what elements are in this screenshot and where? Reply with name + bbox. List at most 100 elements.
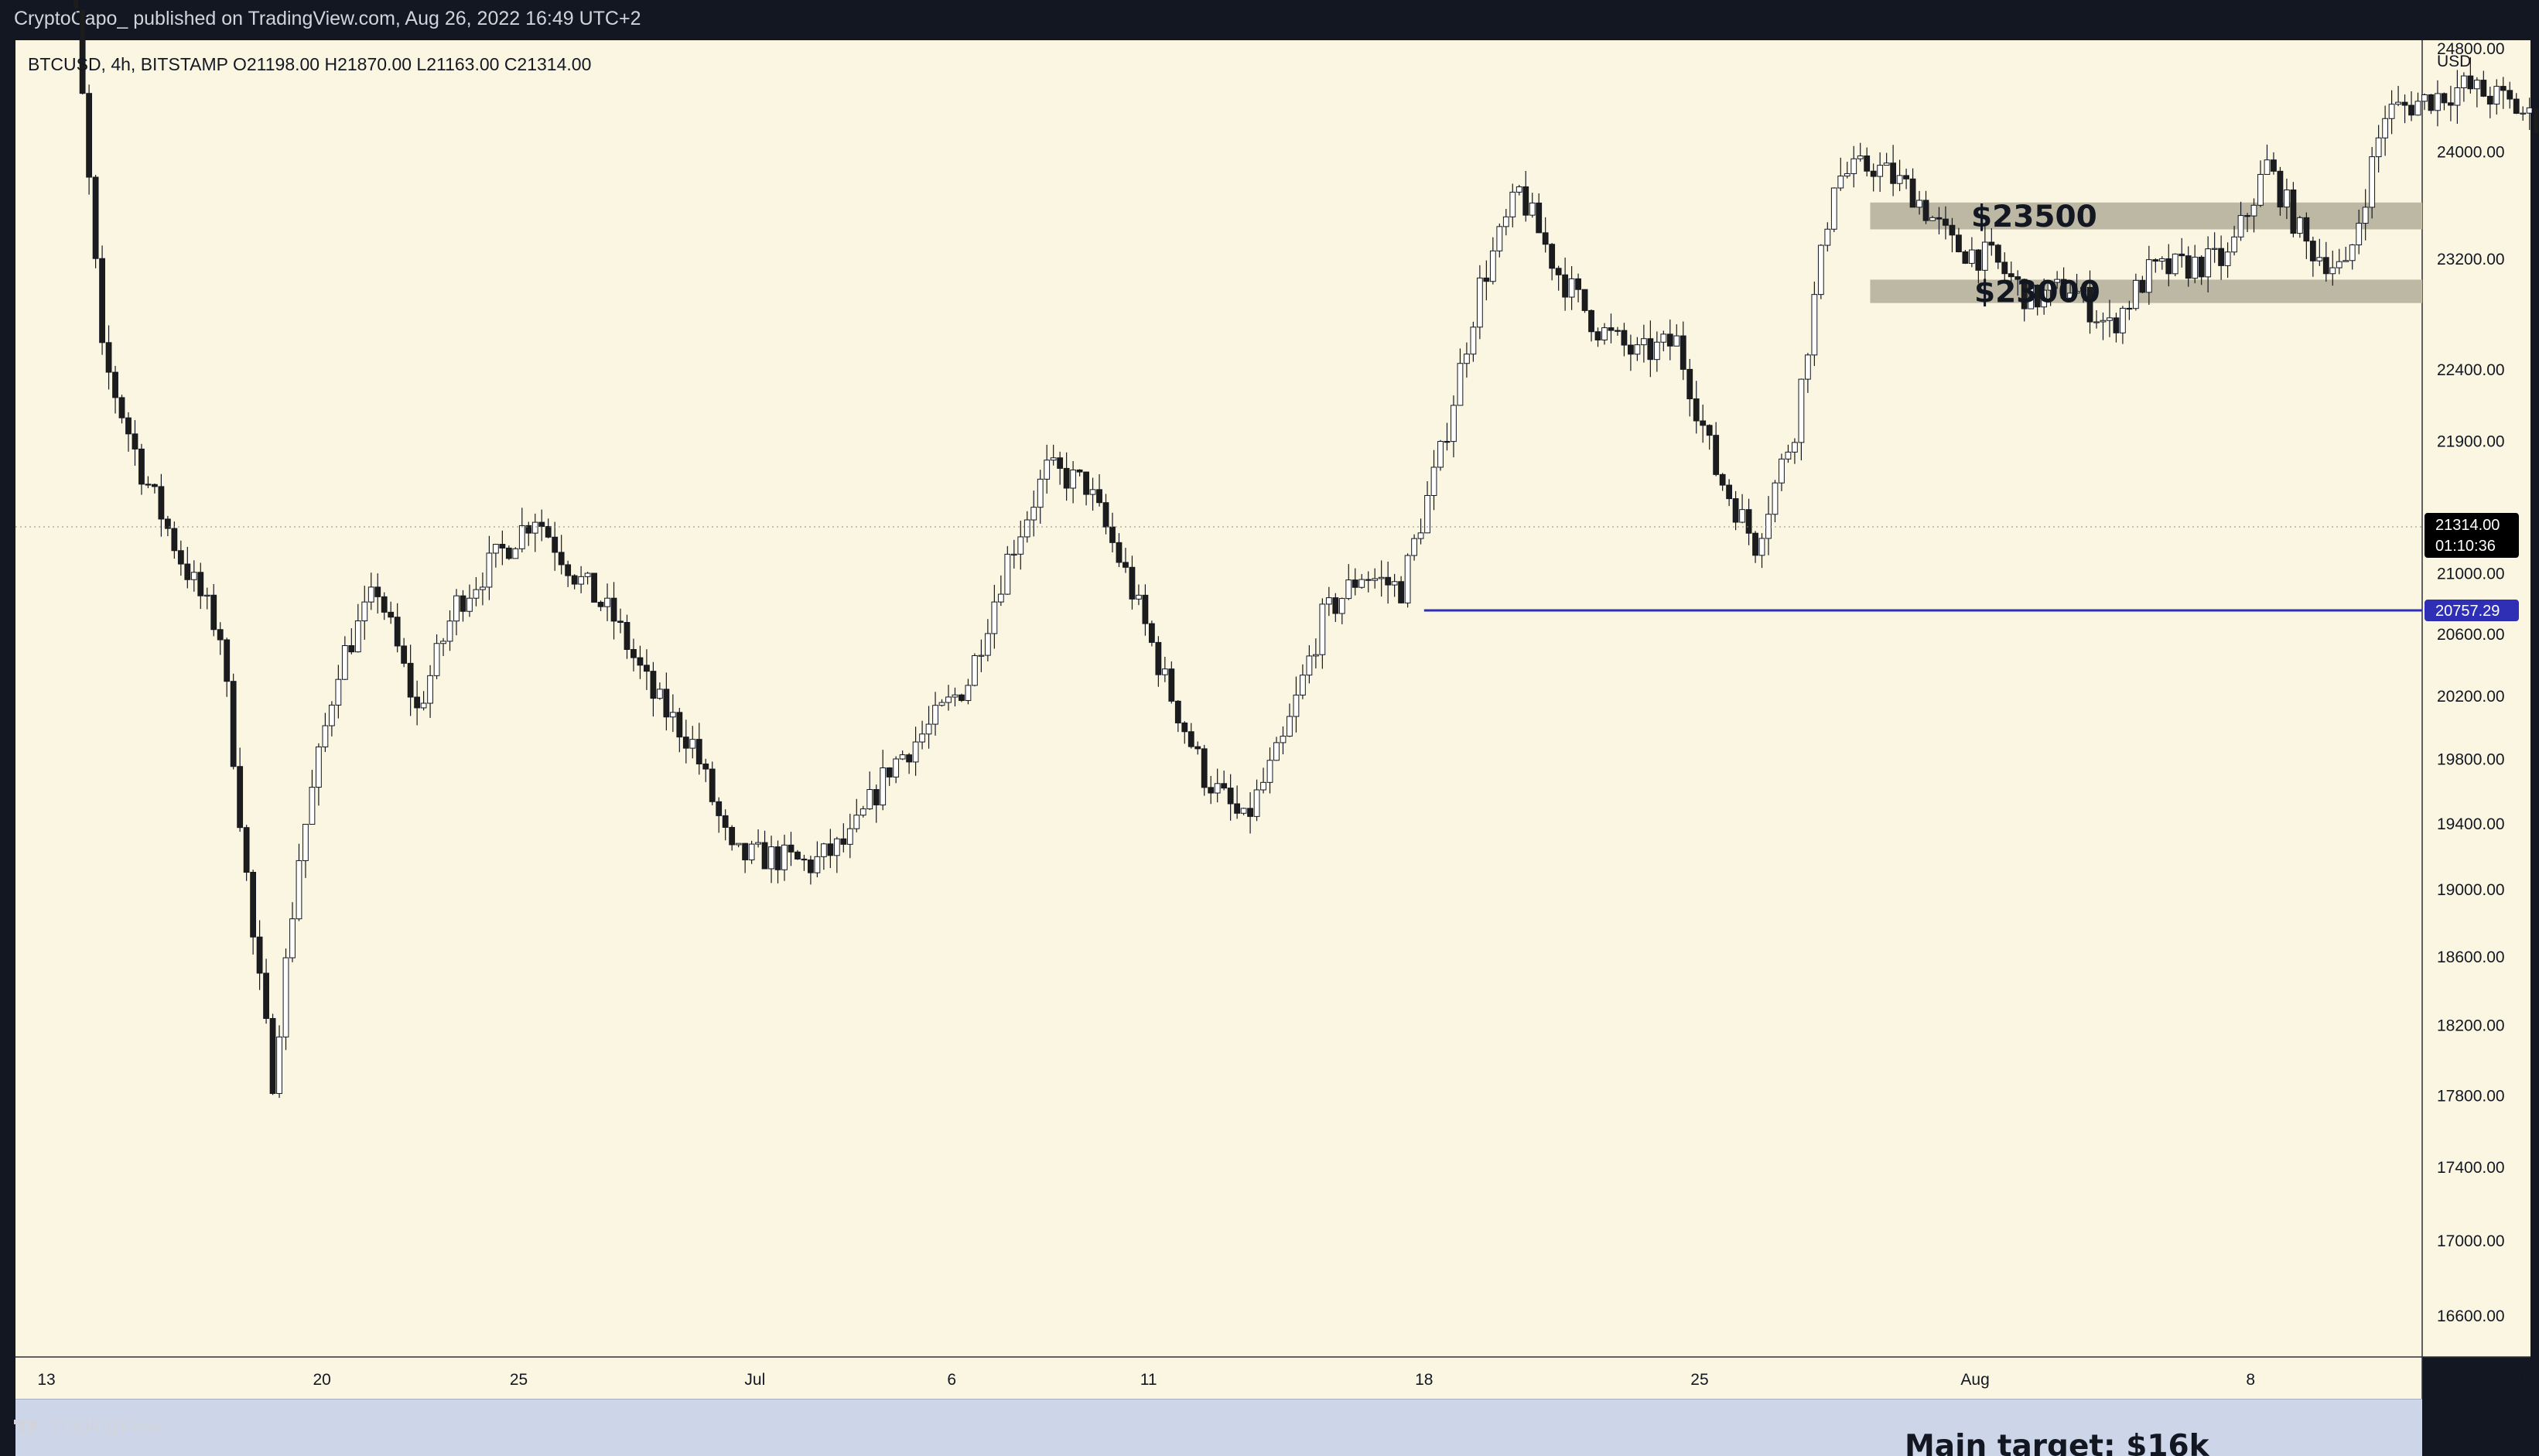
candle-body[interactable] [2533,107,2539,134]
candle-body[interactable] [1424,494,1430,534]
candle-body[interactable] [1916,200,1922,208]
candle-body[interactable] [2218,248,2225,266]
candle-body[interactable] [630,649,637,658]
candle-body[interactable] [1247,808,1253,817]
candle-body[interactable] [1476,277,1483,328]
candle-body[interactable] [381,596,388,613]
candle-body[interactable] [2493,86,2500,105]
candle-body[interactable] [853,815,860,829]
candle-body[interactable] [1240,808,1247,814]
candle-body[interactable] [1877,165,1884,177]
candle-body[interactable] [1956,234,1962,253]
candle-body[interactable] [2408,104,2414,116]
candle-body[interactable] [1890,162,1897,184]
candle-body[interactable] [1123,562,1129,568]
candle-body[interactable] [125,417,132,435]
candle-body[interactable] [1883,162,1890,166]
candle-body[interactable] [1666,333,1673,347]
candle-body[interactable] [1824,228,1831,246]
candle-body[interactable] [1811,294,1818,356]
candle-body[interactable] [1352,579,1358,588]
candle-body[interactable] [2198,256,2205,278]
candle-body[interactable] [1083,471,1089,495]
candle-body[interactable] [164,518,171,529]
candle-body[interactable] [1943,218,1949,226]
candle-body[interactable] [1411,538,1417,556]
candle-body[interactable] [1338,598,1345,614]
candle-body[interactable] [184,563,191,580]
candle-body[interactable] [571,575,578,585]
candle-body[interactable] [669,712,676,718]
candle-body[interactable] [177,550,184,565]
candle-body[interactable] [486,552,493,588]
candle-body[interactable] [2388,104,2395,119]
candle-body[interactable] [1457,363,1464,406]
candle-body[interactable] [952,694,959,698]
candle-body[interactable] [427,675,433,704]
candle-body[interactable] [2073,291,2080,294]
candle-body[interactable] [2362,207,2369,224]
candle-body[interactable] [761,842,768,870]
candle-body[interactable] [2448,102,2454,106]
candle-body[interactable] [2460,75,2467,88]
candle-body[interactable] [1739,509,1745,523]
candle-body[interactable] [1345,579,1352,600]
candle-body[interactable] [1004,553,1011,595]
candle-body[interactable] [735,842,742,846]
candle-body[interactable] [1273,742,1280,761]
candle-body[interactable] [1293,694,1300,717]
candle-body[interactable] [742,842,749,860]
candle-body[interactable] [1398,581,1405,603]
candle-body[interactable] [1227,788,1234,805]
candle-body[interactable] [1549,244,1556,269]
candle-body[interactable] [604,597,610,607]
candle-body[interactable] [237,766,244,829]
candle-body[interactable] [1044,460,1051,480]
candle-body[interactable] [729,826,736,846]
candle-body[interactable] [1260,781,1266,791]
candle-body[interactable] [2336,261,2343,268]
candle-body[interactable] [1653,341,1660,361]
candle-body[interactable] [1194,746,1201,750]
candle-body[interactable] [2093,321,2100,323]
time-axis[interactable] [15,1357,2422,1399]
last-price-tag[interactable] [2425,513,2519,559]
candle-body[interactable] [354,620,361,653]
candle-body[interactable] [2158,258,2165,262]
candle-body[interactable] [2107,317,2113,321]
candle-body[interactable] [1522,186,1529,216]
candle-body[interactable] [99,258,105,343]
candle-body[interactable] [217,629,224,641]
candle-body[interactable] [1417,532,1424,539]
candle-body[interactable] [1358,579,1365,588]
candle-body[interactable] [1830,187,1837,230]
candle-body[interactable] [2172,253,2178,275]
candle-body[interactable] [1529,202,1536,216]
candle-body[interactable] [637,657,644,666]
candle-body[interactable] [2435,93,2441,111]
candle-body[interactable] [1726,484,1733,500]
candle-body[interactable] [1752,532,1758,556]
candle-body[interactable] [938,702,945,706]
candle-body[interactable] [997,593,1004,603]
candle-body[interactable] [1385,576,1392,586]
candle-body[interactable] [788,844,795,853]
candle-body[interactable] [2421,94,2428,102]
candle-body[interactable] [1542,232,1549,245]
candle-body[interactable] [2526,107,2533,114]
candle-body[interactable] [1136,594,1142,600]
candle-body[interactable] [1621,330,1628,346]
candle-body[interactable] [158,486,165,520]
candle-body[interactable] [1817,244,1824,296]
candle-body[interactable] [394,617,401,647]
candle-body[interactable] [1850,158,1857,174]
candle-body[interactable] [1647,338,1654,361]
candle-body[interactable] [1464,354,1470,364]
candle-body[interactable] [2126,307,2133,310]
plot-area[interactable] [15,40,2422,1357]
candle-body[interactable] [446,620,453,642]
candle-body[interactable] [689,739,696,749]
candle-body[interactable] [1896,175,1903,184]
candle-body[interactable] [656,689,663,699]
candle-body[interactable] [617,620,624,624]
